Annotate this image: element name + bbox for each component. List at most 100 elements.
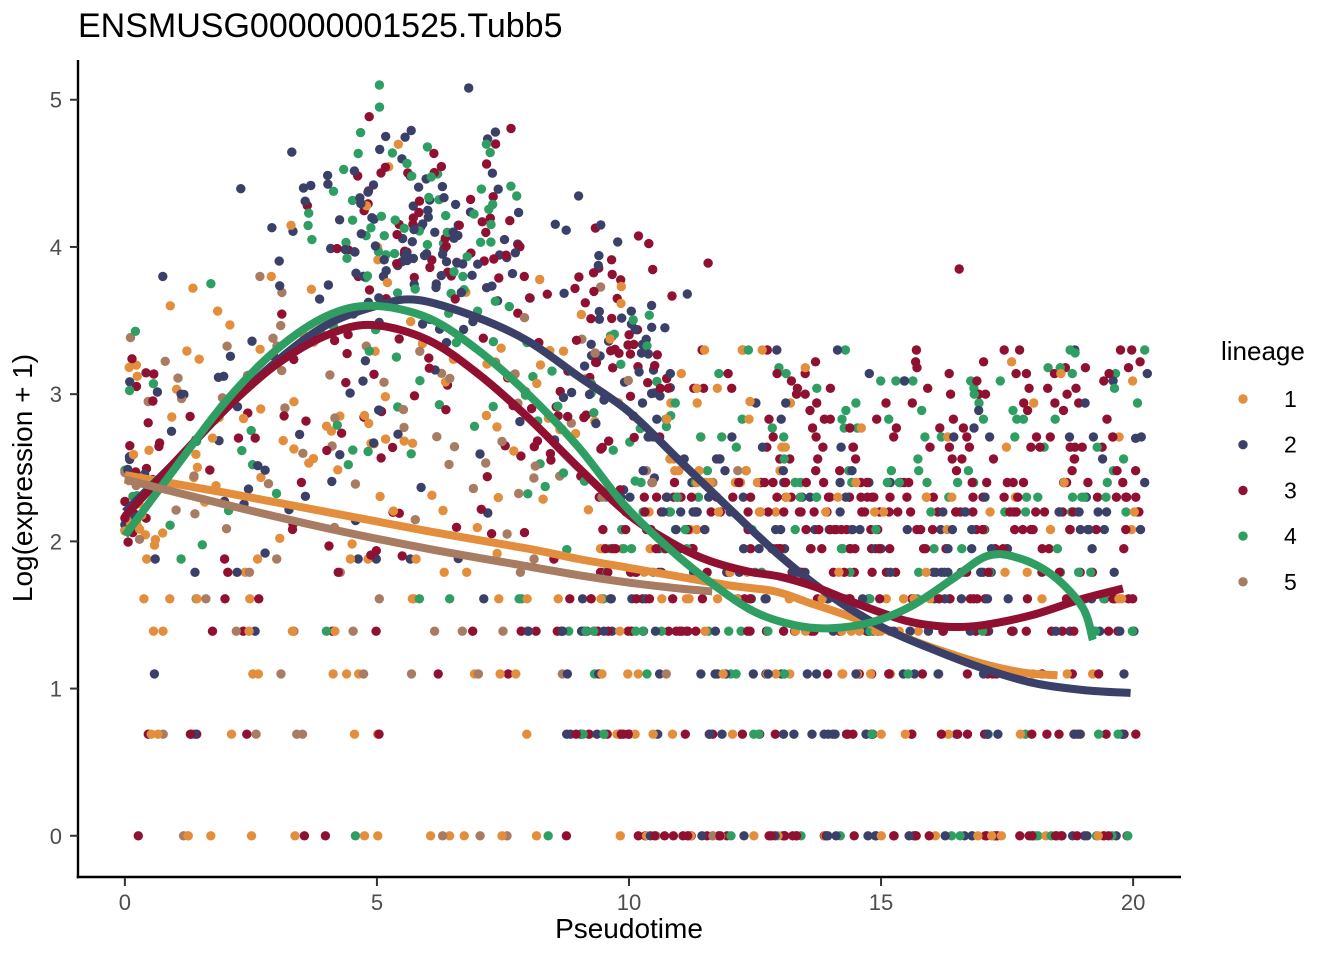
scatter-point	[1118, 477, 1128, 488]
scatter-point	[832, 345, 843, 355]
scatter-point	[1022, 567, 1032, 577]
scatter-point	[662, 492, 672, 502]
scatter-point	[489, 254, 499, 264]
scatter-point	[817, 544, 827, 554]
scatter-point	[557, 626, 568, 636]
scatter-point	[444, 831, 455, 841]
smoother-curve-lineage-4	[121, 301, 1097, 642]
scatter-point	[962, 432, 972, 442]
scatter-point	[124, 362, 134, 373]
scatter-point	[437, 831, 448, 841]
scatter-point	[583, 505, 594, 515]
scatter-point	[486, 219, 496, 230]
scatter-point	[481, 283, 492, 293]
scatter-point	[562, 544, 572, 555]
scatter-point	[422, 239, 433, 250]
scatter-point	[127, 354, 137, 364]
scatter-point	[965, 594, 976, 604]
scatter-point	[407, 237, 417, 247]
scatter-point	[328, 669, 338, 679]
scatter-point	[473, 669, 484, 679]
scatter-point	[969, 423, 979, 433]
scatter-point	[867, 729, 877, 739]
scatter-point	[642, 341, 652, 351]
scatter-point	[441, 257, 452, 267]
scatter-point	[149, 669, 160, 679]
scatter-point	[223, 567, 233, 577]
scatter-point	[350, 479, 361, 489]
scatter-point	[978, 414, 989, 424]
scatter-point	[464, 83, 474, 93]
scatter-point	[513, 207, 524, 218]
legend-key-dot	[1238, 531, 1248, 541]
scatter-point	[441, 241, 451, 251]
y-tick-label: 0	[50, 824, 62, 849]
scatter-point	[606, 255, 617, 265]
scatter-point	[509, 446, 519, 456]
legend-key-dot	[1238, 485, 1248, 496]
scatter-point	[819, 414, 830, 424]
scatter-point	[514, 488, 524, 499]
scatter-point	[921, 492, 932, 502]
scatter-point	[272, 554, 282, 564]
scatter-point	[462, 252, 472, 262]
scatter-point	[276, 320, 286, 331]
scatter-point	[595, 282, 606, 292]
scatter-point	[806, 544, 816, 554]
scatter-point	[558, 346, 569, 356]
scatter-point	[1073, 567, 1084, 577]
scatter-point	[837, 414, 847, 424]
scatter-point	[394, 334, 404, 344]
scatter-point	[488, 337, 499, 347]
scatter-point	[661, 421, 672, 432]
scatter-point	[276, 669, 286, 679]
scatter-point	[531, 831, 542, 841]
scatter-point	[190, 567, 200, 577]
scatter-point	[693, 492, 704, 502]
scatter-point	[485, 147, 495, 158]
scatter-point	[925, 442, 935, 452]
scatter-point	[964, 442, 975, 452]
scatter-point	[712, 594, 723, 604]
scatter-point	[1064, 432, 1075, 442]
smoother-curves-layer	[121, 295, 1131, 697]
scatter-point	[416, 482, 426, 493]
scatter-point	[176, 389, 186, 399]
scatter-point	[837, 669, 847, 679]
scatter-point	[323, 179, 333, 189]
scatter-point	[1056, 368, 1066, 379]
scatter-point	[314, 294, 325, 304]
scatter-point	[736, 626, 746, 636]
scatter-point	[1121, 492, 1131, 502]
scatter-point	[131, 381, 142, 392]
scatter-point	[1131, 729, 1141, 739]
scatter-point	[777, 442, 787, 452]
scatter-point	[134, 524, 145, 534]
scatter-point	[250, 433, 260, 443]
scatter-point	[481, 227, 491, 238]
scatter-point	[654, 669, 665, 679]
scatter-point	[589, 286, 599, 297]
scatter-point	[207, 626, 218, 636]
scatter-point	[1027, 729, 1037, 739]
scatter-point	[1135, 357, 1145, 367]
x-tick-label: 5	[371, 890, 383, 915]
scatter-point	[414, 207, 424, 218]
scatter-point	[327, 476, 337, 487]
scatter-point	[1050, 414, 1060, 424]
scatter-point	[867, 492, 877, 502]
scatter-point	[323, 280, 334, 290]
scatter-point	[373, 831, 383, 841]
scatter-point	[1045, 432, 1056, 442]
scatter-point	[987, 831, 997, 841]
scatter-point	[402, 248, 412, 258]
scatter-point	[836, 442, 846, 452]
scatter-point	[1037, 594, 1047, 604]
scatter-point	[982, 477, 992, 488]
scatter-point	[811, 492, 822, 502]
scatter-point	[692, 524, 702, 535]
scatter-point	[486, 529, 497, 539]
scatter-point	[951, 466, 962, 476]
scatter-point	[775, 524, 786, 535]
scatter-point	[363, 187, 373, 197]
